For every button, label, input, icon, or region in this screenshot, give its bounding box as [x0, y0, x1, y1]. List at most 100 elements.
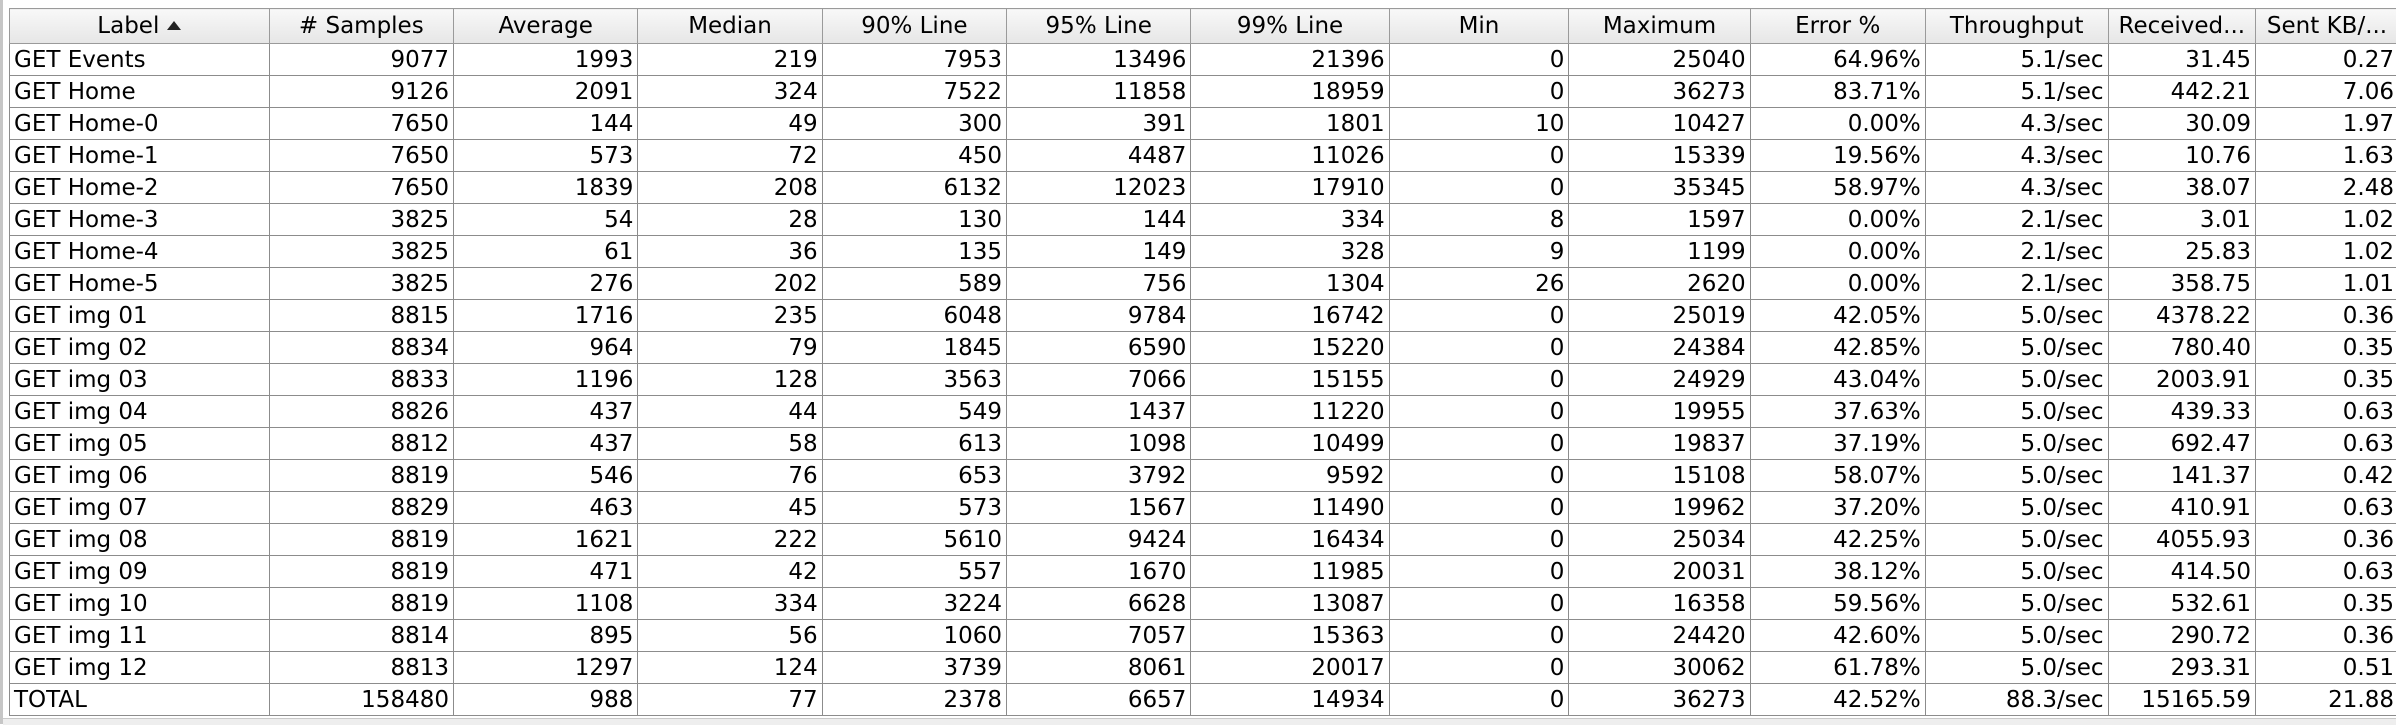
column-header-samples[interactable]: # Samples	[269, 9, 453, 44]
column-header-line-90[interactable]: 90% Line	[822, 9, 1006, 44]
column-header-median[interactable]: Median	[638, 9, 822, 44]
cell-line-99: 14934	[1191, 684, 1389, 716]
cell-median: 56	[638, 620, 822, 652]
column-header-line-95[interactable]: 95% Line	[1007, 9, 1191, 44]
cell-sent-kb: 0.63	[2256, 428, 2396, 460]
cell-min: 0	[1389, 364, 1569, 396]
column-header-label: # Samples	[299, 13, 424, 39]
cell-average: 895	[453, 620, 637, 652]
cell-line-95: 1670	[1007, 556, 1191, 588]
cell-average: 988	[453, 684, 637, 716]
cell-maximum: 15339	[1569, 140, 1750, 172]
cell-maximum: 1199	[1569, 236, 1750, 268]
column-header-label: 99% Line	[1237, 13, 1343, 39]
column-header-label: Sent KB/...	[2267, 13, 2387, 39]
cell-median: 219	[638, 44, 822, 76]
cell-samples: 7650	[269, 172, 453, 204]
cell-line-90: 549	[822, 396, 1006, 428]
cell-sent-kb: 0.63	[2256, 556, 2396, 588]
cell-sent-kb: 0.36	[2256, 524, 2396, 556]
cell-label: GET Home-5	[10, 268, 270, 300]
cell-average: 144	[453, 108, 637, 140]
cell-median: 76	[638, 460, 822, 492]
cell-line-90: 450	[822, 140, 1006, 172]
cell-min: 0	[1389, 620, 1569, 652]
cell-error-percent: 37.19%	[1750, 428, 1925, 460]
cell-label: GET img 09	[10, 556, 270, 588]
cell-min: 9	[1389, 236, 1569, 268]
cell-line-99: 13087	[1191, 588, 1389, 620]
cell-line-99: 328	[1191, 236, 1389, 268]
column-header-label: Min	[1459, 13, 1500, 39]
column-header-sent-kb[interactable]: Sent KB/...	[2256, 9, 2396, 44]
sort-ascending-icon	[167, 21, 181, 30]
cell-throughput: 5.0/sec	[1925, 428, 2108, 460]
cell-median: 79	[638, 332, 822, 364]
cell-maximum: 35345	[1569, 172, 1750, 204]
column-header-line-99[interactable]: 99% Line	[1191, 9, 1389, 44]
cell-label: GET Home-3	[10, 204, 270, 236]
cell-received-kb: 290.72	[2108, 620, 2255, 652]
column-header-min[interactable]: Min	[1389, 9, 1569, 44]
cell-average: 546	[453, 460, 637, 492]
column-header-throughput[interactable]: Throughput	[1925, 9, 2108, 44]
cell-median: 72	[638, 140, 822, 172]
cell-label: GET img 07	[10, 492, 270, 524]
cell-line-90: 135	[822, 236, 1006, 268]
cell-line-99: 11026	[1191, 140, 1389, 172]
cell-samples: 8819	[269, 524, 453, 556]
cell-min: 10	[1389, 108, 1569, 140]
cell-min: 0	[1389, 652, 1569, 684]
cell-samples: 8813	[269, 652, 453, 684]
cell-samples: 158480	[269, 684, 453, 716]
column-header-error-percent[interactable]: Error %	[1750, 9, 1925, 44]
column-header-average[interactable]: Average	[453, 9, 637, 44]
cell-line-95: 8061	[1007, 652, 1191, 684]
cell-throughput: 5.0/sec	[1925, 300, 2108, 332]
cell-maximum: 20031	[1569, 556, 1750, 588]
column-header-maximum[interactable]: Maximum	[1569, 9, 1750, 44]
column-header-label[interactable]: Label	[10, 9, 270, 44]
cell-label: GET Home-2	[10, 172, 270, 204]
cell-line-99: 21396	[1191, 44, 1389, 76]
cell-min: 0	[1389, 684, 1569, 716]
cell-average: 2091	[453, 76, 637, 108]
cell-line-90: 130	[822, 204, 1006, 236]
cell-median: 44	[638, 396, 822, 428]
cell-samples: 3825	[269, 236, 453, 268]
cell-samples: 7650	[269, 140, 453, 172]
cell-line-99: 10499	[1191, 428, 1389, 460]
cell-median: 128	[638, 364, 822, 396]
column-header-label: 95% Line	[1046, 13, 1152, 39]
cell-line-99: 17910	[1191, 172, 1389, 204]
cell-received-kb: 10.76	[2108, 140, 2255, 172]
cell-average: 437	[453, 396, 637, 428]
column-header-received-kb[interactable]: Received...	[2108, 9, 2255, 44]
cell-sent-kb: 1.01	[2256, 268, 2396, 300]
cell-error-percent: 37.63%	[1750, 396, 1925, 428]
cell-line-99: 20017	[1191, 652, 1389, 684]
cell-line-95: 6590	[1007, 332, 1191, 364]
